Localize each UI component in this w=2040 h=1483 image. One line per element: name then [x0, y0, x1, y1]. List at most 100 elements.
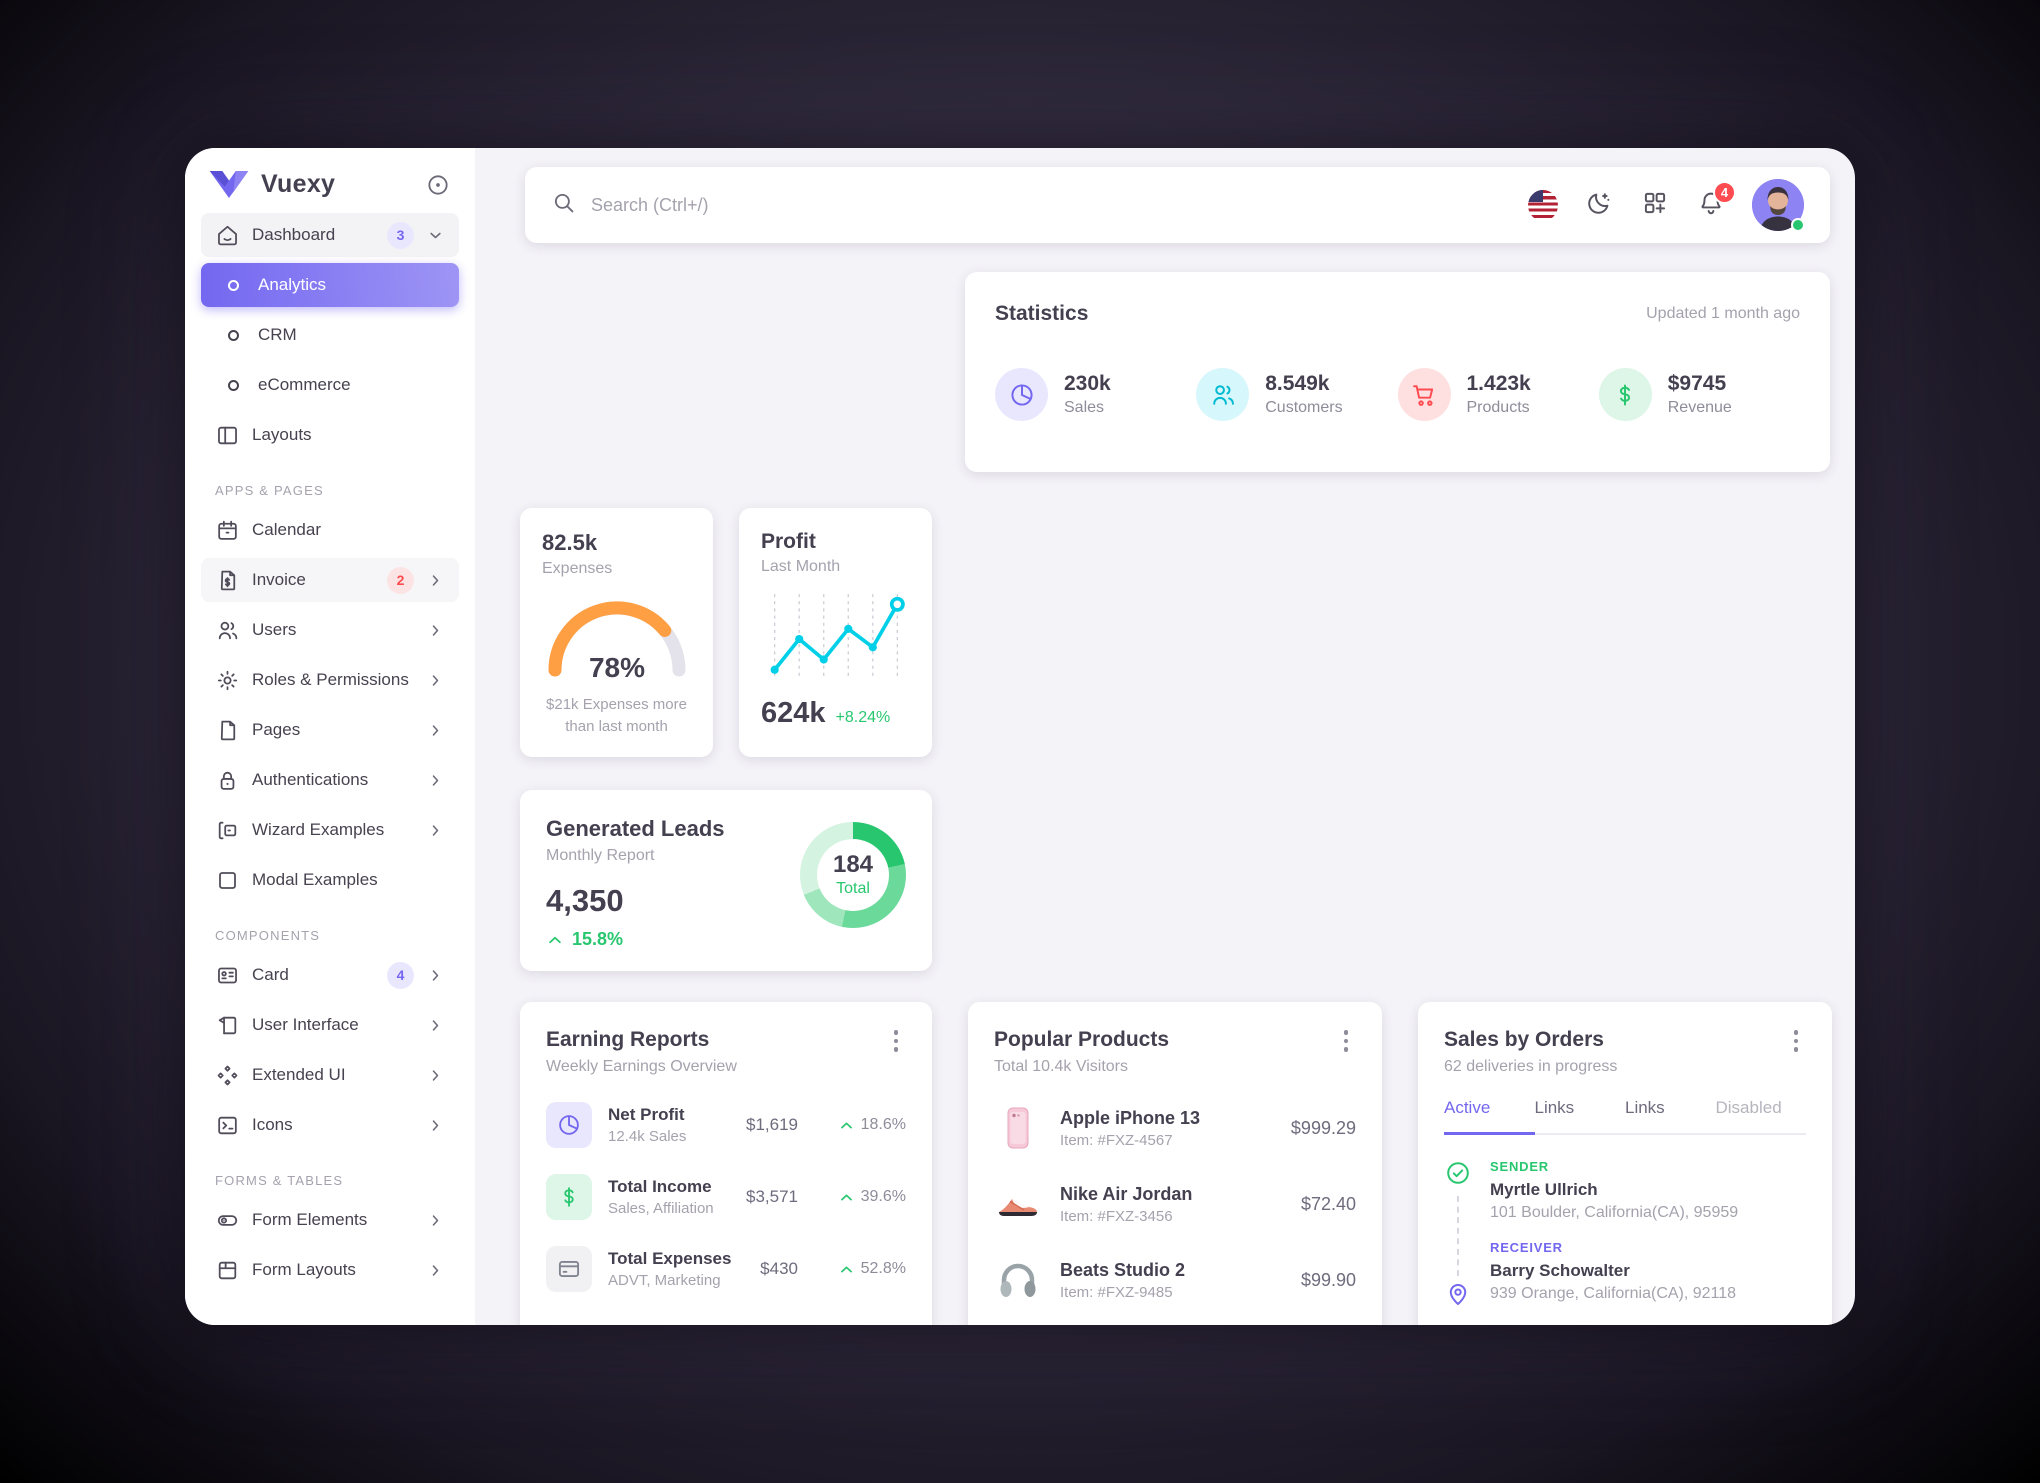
stat-sales: 230k Sales [995, 368, 1196, 421]
notifications-button[interactable]: 4 [1696, 181, 1736, 220]
grid-plus-icon [1641, 189, 1669, 222]
expenses-value: 82.5k [542, 530, 598, 555]
product-price: $999.29 [1290, 1117, 1356, 1138]
chevron-right-icon [426, 1016, 445, 1035]
iphone-image [994, 1104, 1042, 1152]
chevron-right-icon [426, 966, 445, 985]
map-pin-icon [1444, 1280, 1472, 1313]
tab-disabled[interactable]: Disabled [1715, 1098, 1782, 1117]
notification-badge: 4 [1713, 181, 1736, 204]
stat-customers: 8.549k Customers [1196, 368, 1397, 421]
sidebar-item-users[interactable]: Users [201, 608, 459, 652]
shortcuts-button[interactable] [1640, 190, 1670, 220]
product-row-beats: Beats Studio 2 Item: #FXZ-9485 $99.90 [994, 1256, 1356, 1304]
sidebar-item-analytics[interactable]: Analytics [201, 263, 459, 307]
kebab-menu-icon[interactable] [1336, 1028, 1356, 1054]
row-percent: 39.6% [820, 1188, 906, 1206]
card-badge: 4 [387, 961, 414, 989]
delivery-timeline: SENDER Myrtle Ullrich 101 Boulder, Calif… [1444, 1159, 1806, 1313]
sidebar-item-authentications[interactable]: Authentications [201, 758, 459, 802]
avatar[interactable] [1752, 179, 1805, 232]
sidebar-item-label: Modal Examples [252, 870, 378, 889]
sidebar-item-dashboard[interactable]: Dashboard 3 [201, 213, 459, 257]
sidebar-item-label: Roles & Permissions [252, 670, 409, 689]
avatar-image [1752, 179, 1804, 231]
row-value: $3,571 [746, 1187, 798, 1206]
gear-icon [215, 668, 240, 693]
sidebar-item-pages[interactable]: Pages [201, 708, 459, 752]
product-row-nike: Nike Air Jordan Item: #FXZ-3456 $72.40 [994, 1180, 1356, 1228]
sidebar-item-invoice[interactable]: Invoice 2 [201, 558, 459, 602]
tab-links-1[interactable]: Links [1534, 1098, 1575, 1117]
sidebar-item-card[interactable]: Card 4 [201, 953, 459, 997]
popular-products-subtitle: Total 10.4k Visitors [994, 1058, 1128, 1075]
dollar-icon [546, 1174, 592, 1220]
kebab-menu-icon[interactable] [886, 1028, 906, 1054]
stat-products: 1.423k Products [1397, 368, 1599, 421]
row-percent: 18.6% [820, 1116, 906, 1134]
sidebar-item-wizard-examples[interactable]: Wizard Examples [201, 808, 459, 852]
search-input[interactable] [591, 194, 1011, 216]
chevron-right-icon [426, 1116, 445, 1135]
statistics-title: Statistics [995, 302, 1089, 325]
stat-revenue: $9745 Revenue [1598, 368, 1800, 421]
chevron-right-icon [426, 571, 445, 590]
sidebar-item-form-elements[interactable]: Form Elements [201, 1198, 459, 1242]
chevron-right-icon [426, 1211, 445, 1230]
tab-active[interactable]: Active [1444, 1098, 1535, 1135]
id-card-icon [215, 963, 240, 988]
stat-label: Products [1466, 399, 1530, 416]
tab-links-2[interactable]: Links [1625, 1098, 1665, 1117]
sidebar: Vuexy Dashboard 3 Analytics CRM eCommerc… [185, 148, 475, 1325]
sidebar-item-label: User Interface [252, 1015, 359, 1034]
sidebar-collapse-toggle[interactable] [425, 172, 451, 198]
dashboard-badge: 3 [387, 221, 414, 249]
sidebar-item-layouts[interactable]: Layouts [201, 413, 459, 457]
chevron-right-icon [426, 621, 445, 640]
sidebar-item-label: Extended UI [252, 1065, 346, 1084]
donut-center-label: Total [836, 879, 870, 897]
sidebar-item-label: Users [252, 620, 297, 639]
sidebar-item-calendar[interactable]: Calendar [201, 508, 459, 552]
kebab-menu-icon[interactable] [1786, 1028, 1806, 1054]
users-icon [1196, 368, 1250, 421]
popular-products-card: Popular Products Total 10.4k Visitors Ap… [968, 1002, 1382, 1325]
app-window: Vuexy Dashboard 3 Analytics CRM eCommerc… [185, 148, 1855, 1325]
sidebar-item-ecommerce[interactable]: eCommerce [201, 363, 459, 407]
row-value: $1,619 [746, 1115, 798, 1134]
caret-up-icon [838, 1261, 855, 1278]
file-icon [215, 718, 240, 743]
sidebar-item-user-interface[interactable]: User Interface [201, 1003, 459, 1047]
file-dollar-icon [215, 568, 240, 593]
language-button[interactable] [1528, 189, 1558, 221]
sidebar-item-icons[interactable]: Icons [201, 1103, 459, 1147]
sidebar-item-label: Dashboard [252, 225, 336, 244]
chart-pie-icon [995, 368, 1048, 421]
sidebar-item-roles-permissions[interactable]: Roles & Permissions [201, 658, 459, 702]
dark-mode-button[interactable] [1584, 190, 1614, 220]
form-icon [215, 1258, 240, 1283]
sidebar-section-heading: COMPONENTS [215, 928, 321, 943]
sender-address: 101 Boulder, California(CA), 95959 [1490, 1204, 1739, 1221]
generated-leads-card: Generated Leads Monthly Report 4,350 15.… [520, 790, 932, 971]
sidebar-item-form-layouts[interactable]: Form Layouts [201, 1248, 459, 1292]
lock-icon [215, 768, 240, 793]
sidebar-item-label: Analytics [258, 275, 327, 294]
circle-icon [228, 279, 239, 291]
profit-value: 624k [761, 697, 826, 729]
sidebar-item-label: eCommerce [258, 375, 351, 394]
caret-up-icon [838, 1117, 855, 1134]
sidebar-item-label: Form Elements [252, 1210, 368, 1229]
sidebar-item-extended-ui[interactable]: Extended UI [201, 1053, 459, 1097]
profit-title: Profit [761, 530, 816, 553]
expenses-caption: $21k Expenses more than last month [546, 696, 687, 735]
caret-up-icon [838, 1189, 855, 1206]
search-icon [551, 190, 577, 221]
expenses-percent: 78% [588, 652, 646, 683]
brand-name: Vuexy [261, 170, 336, 198]
sidebar-section-heading: FORMS & TABLES [215, 1173, 344, 1188]
sidebar-item-crm[interactable]: CRM [201, 313, 459, 357]
sidebar-item-modal-examples[interactable]: Modal Examples [201, 858, 459, 902]
receiver-address: 939 Orange, California(CA), 92118 [1490, 1285, 1737, 1302]
